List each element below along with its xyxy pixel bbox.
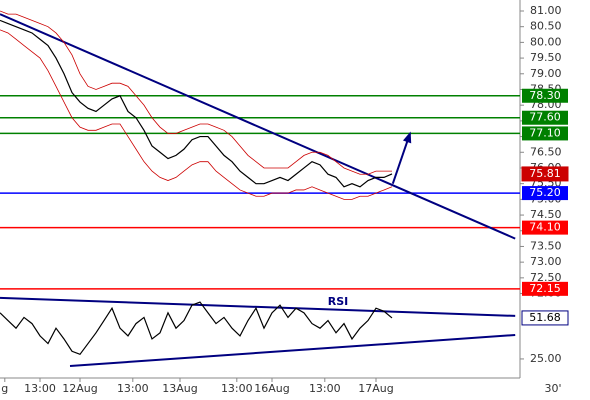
x-tick-label: 13:00 bbox=[24, 382, 56, 395]
last-value-label: 51.68 bbox=[529, 311, 561, 324]
level-label: 74.10 bbox=[529, 221, 561, 234]
last-value-label: 75.81 bbox=[529, 167, 561, 180]
arrow-head bbox=[402, 131, 412, 144]
series-line bbox=[0, 29, 393, 200]
y-tick-label: 81.00 bbox=[530, 4, 562, 17]
series-line bbox=[0, 10, 392, 175]
y-tick-label: 80.50 bbox=[530, 20, 562, 33]
level-label: 75.20 bbox=[529, 186, 561, 199]
x-tick-label: 17Aug bbox=[358, 382, 393, 395]
level-label-box bbox=[522, 281, 568, 296]
trend-line bbox=[0, 296, 516, 317]
level-label-box bbox=[522, 110, 568, 125]
level-label: 77.10 bbox=[529, 126, 561, 139]
x-tick-label: 13:00 bbox=[221, 382, 253, 395]
last-value-box bbox=[521, 166, 569, 182]
level-label: 78.30 bbox=[529, 89, 561, 102]
x-tick-label: 13:00 bbox=[309, 382, 341, 395]
y-tick-label: 73.00 bbox=[530, 255, 562, 268]
level-label: 72.15 bbox=[529, 282, 561, 295]
y-tick-label: 74.50 bbox=[530, 208, 562, 221]
last-value-box bbox=[521, 310, 569, 326]
x-tick-label: g bbox=[1, 382, 8, 395]
level-label-box bbox=[522, 126, 568, 141]
y-tick-label: 80.00 bbox=[530, 35, 562, 48]
x-tick-label: 13Aug bbox=[162, 382, 197, 395]
y-tick-label: 79.50 bbox=[530, 51, 562, 64]
y-tick-label: 73.50 bbox=[530, 239, 562, 252]
level-label-box bbox=[522, 88, 568, 103]
series-line bbox=[0, 19, 393, 188]
x-tick-label: 16Aug bbox=[254, 382, 289, 395]
y-tick-label: 79.00 bbox=[530, 67, 562, 80]
y-tick-label: 25.00 bbox=[530, 352, 562, 365]
trend-line bbox=[69, 333, 516, 368]
x-tick-label: 13:00 bbox=[117, 382, 149, 395]
y-tick-label: 72.50 bbox=[530, 271, 562, 284]
x-tick-label: 12Aug bbox=[62, 382, 97, 395]
timeframe: 30' bbox=[544, 382, 561, 395]
trend-line bbox=[0, 13, 516, 240]
y-tick-label: 76.50 bbox=[530, 145, 562, 158]
level-label-box bbox=[522, 220, 568, 235]
panel-title: RSI bbox=[328, 295, 349, 308]
level-label-box bbox=[522, 186, 568, 201]
series-line bbox=[0, 301, 393, 356]
level-label: 77.60 bbox=[529, 111, 561, 124]
